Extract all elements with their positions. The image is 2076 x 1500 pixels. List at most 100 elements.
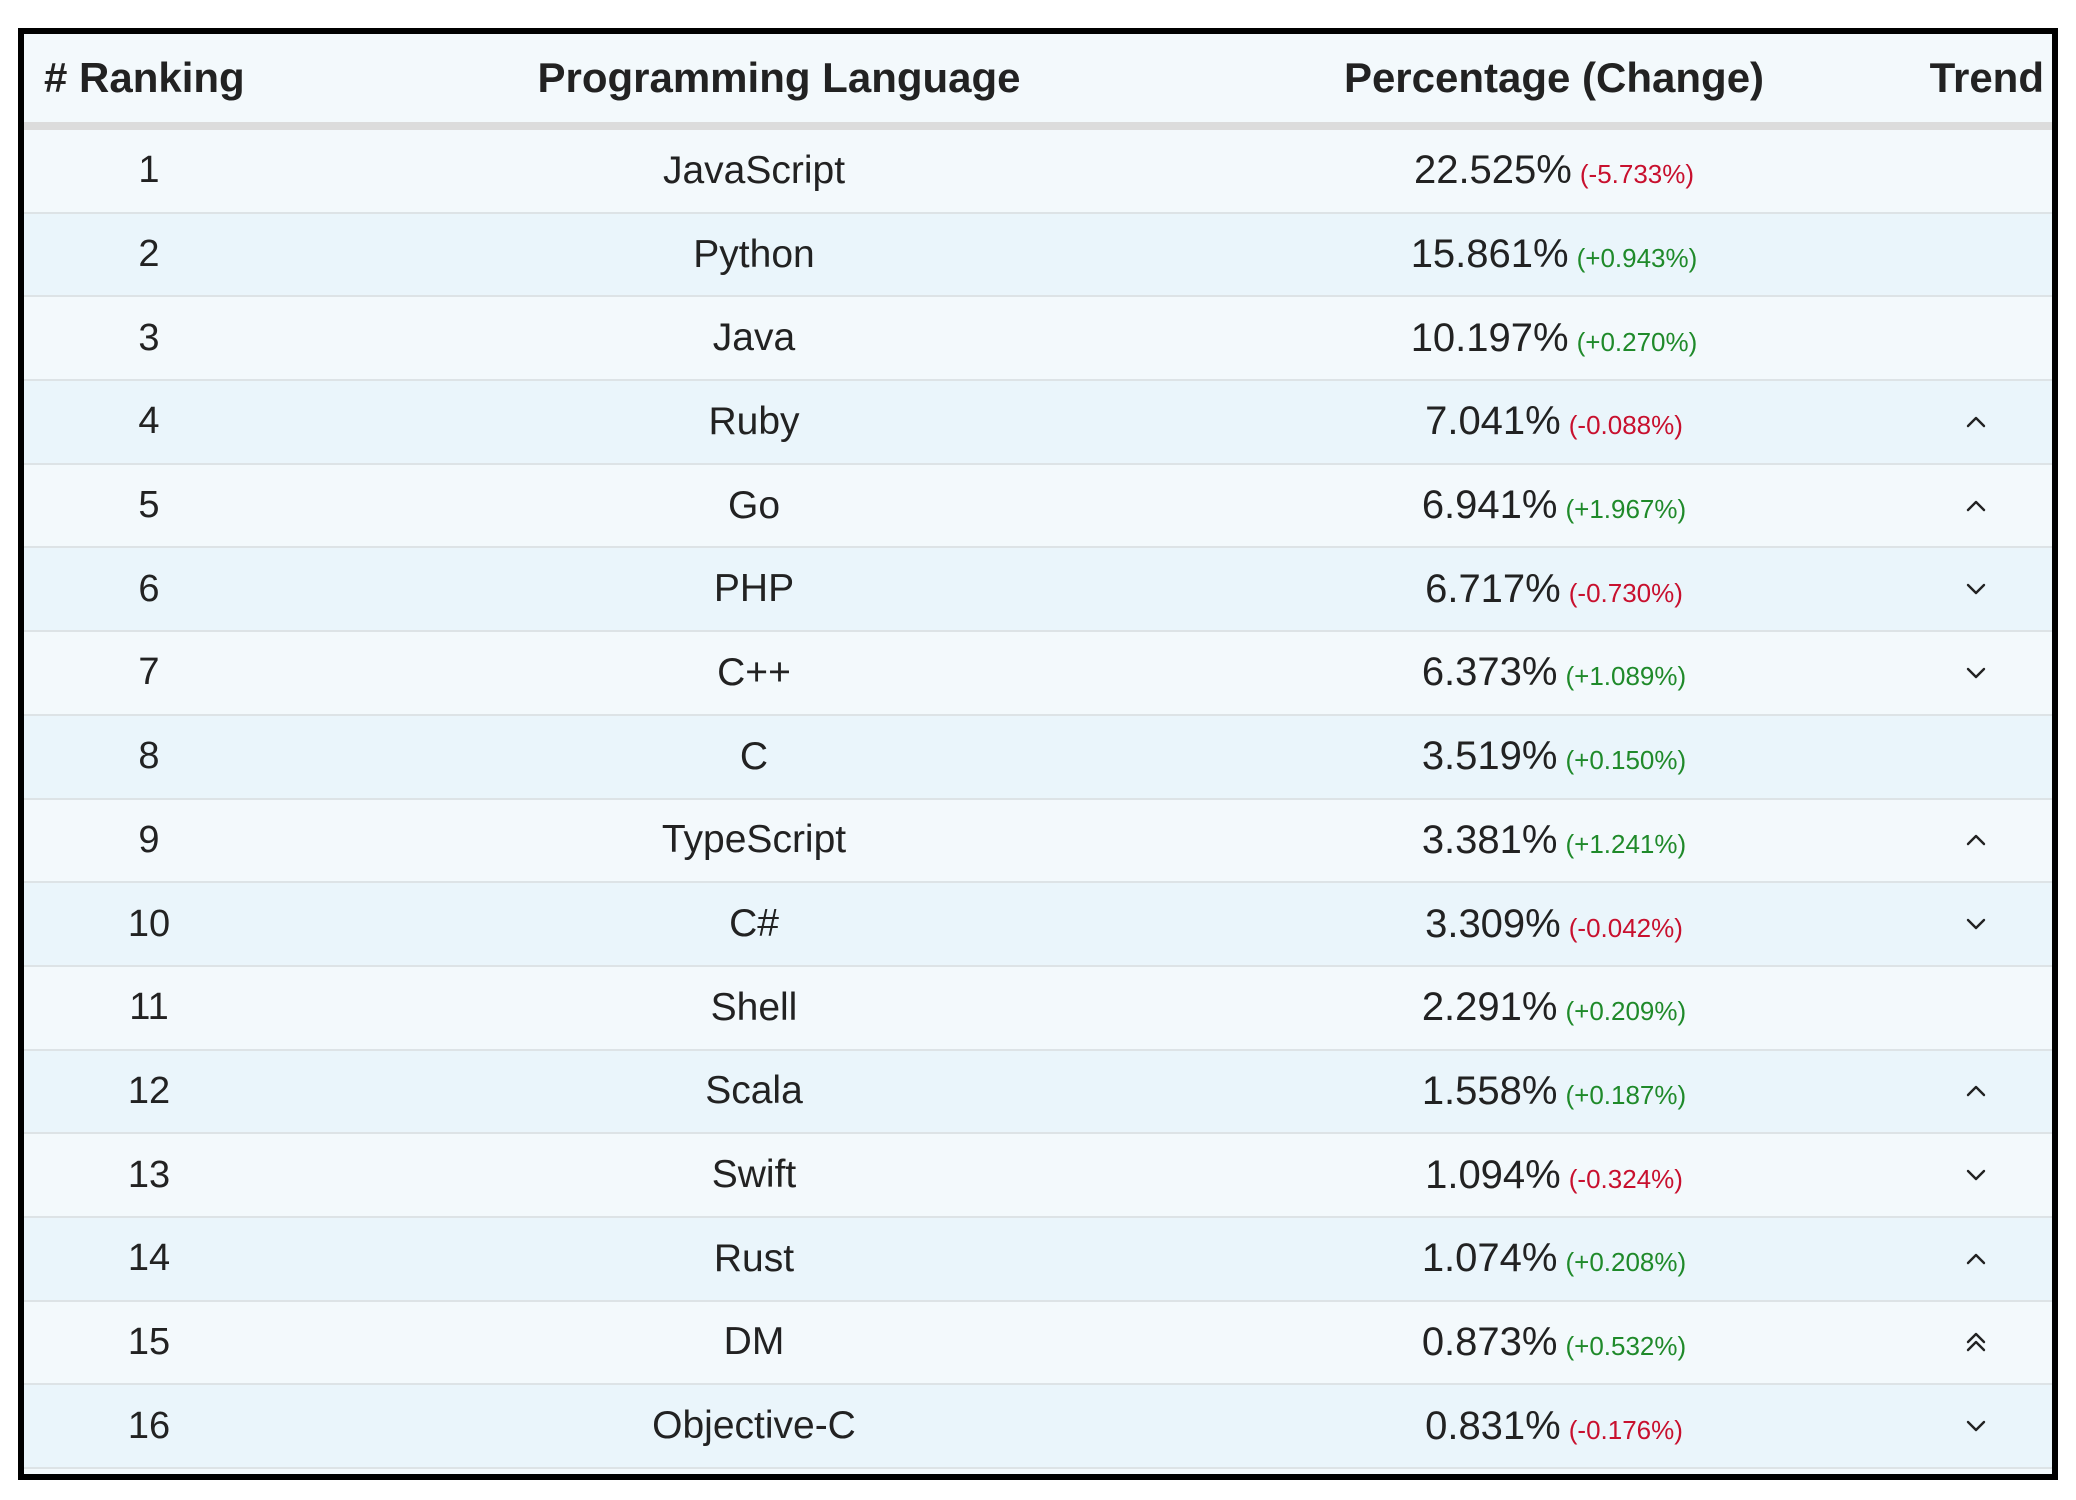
change-value: (-0.324%)	[1568, 1163, 1683, 1194]
percentage-value: 15.861%	[1410, 232, 1569, 277]
percentage-value: 1.074%	[1421, 1236, 1558, 1281]
table-row[interactable]: 7 C++ 6.373% (+1.089%)	[24, 632, 2052, 716]
language-cell: TypeScript	[661, 818, 847, 862]
trend-cell	[1874, 1412, 2052, 1440]
percentage-value: 3.381%	[1421, 817, 1558, 862]
change-value: (+1.967%)	[1565, 494, 1687, 525]
change-value: (-0.176%)	[1568, 1414, 1683, 1445]
change-value: (+0.943%)	[1576, 243, 1698, 274]
header-trend[interactable]: Trend	[1929, 54, 2044, 101]
percentage-cell: 7.041% (-0.088%)	[1234, 399, 1874, 444]
percentage-cell: 1.074% (+0.208%)	[1234, 1236, 1874, 1281]
percentage-value: 0.873%	[1421, 1319, 1558, 1364]
language-cell: Go	[727, 483, 781, 527]
language-cell: Swift	[711, 1153, 797, 1197]
percentage-value: 0.831%	[1425, 1403, 1561, 1448]
table-row[interactable]: 10 C# 3.309% (-0.042%)	[24, 883, 2052, 967]
trend-cell	[1874, 826, 2052, 854]
change-value: (+0.532%)	[1565, 1330, 1687, 1361]
rank-cell: 6	[138, 567, 160, 610]
double-chevron-up-icon	[1962, 1328, 1990, 1356]
rank-cell: 7	[138, 651, 160, 694]
chevron-up-icon	[1962, 1077, 1990, 1105]
language-cell: Rust	[713, 1236, 795, 1280]
rank-cell: 4	[138, 400, 160, 443]
trend-cell	[1874, 408, 2052, 436]
chevron-up-icon	[1962, 826, 1990, 854]
percentage-cell: 3.381% (+1.241%)	[1234, 818, 1874, 863]
change-value: (-5.733%)	[1579, 159, 1695, 190]
percentage-value: 6.717%	[1425, 566, 1561, 611]
percentage-cell: 2.291% (+0.209%)	[1234, 985, 1874, 1030]
rank-cell: 9	[138, 818, 160, 861]
change-value: (+0.187%)	[1565, 1079, 1687, 1110]
table-row[interactable]: 4 Ruby 7.041% (-0.088%)	[24, 381, 2052, 465]
rank-cell: 14	[127, 1237, 171, 1280]
table-row[interactable]: 3 Java 10.197% (+0.270%)	[24, 297, 2052, 382]
table-row[interactable]: 8 C 3.519% (+0.150%)	[24, 715, 2052, 800]
percentage-value: 10.197%	[1410, 315, 1569, 360]
rank-cell: 11	[129, 986, 169, 1029]
percentage-cell: 15.861% (+0.943%)	[1234, 232, 1874, 277]
language-cell: Shell	[710, 985, 798, 1029]
change-value: (+0.270%)	[1576, 326, 1698, 357]
rank-cell: 2	[138, 233, 160, 276]
trend-cell	[1874, 1328, 2052, 1356]
language-cell: Ruby	[708, 399, 800, 443]
table-row[interactable]: 12 Scala 1.558% (+0.187%)	[24, 1050, 2052, 1135]
chevron-down-icon	[1962, 659, 1990, 687]
percentage-cell: 0.873% (+0.532%)	[1234, 1320, 1874, 1365]
percentage-cell: 6.373% (+1.089%)	[1234, 650, 1874, 695]
header-language[interactable]: Programming Language	[537, 54, 1021, 101]
percentage-cell: 0.831% (-0.176%)	[1234, 1404, 1874, 1449]
table-row[interactable]: 13 Swift 1.094% (-0.324%)	[24, 1134, 2052, 1218]
trend-cell	[1874, 1245, 2052, 1273]
percentage-value: 3.519%	[1421, 734, 1558, 779]
language-cell: C++	[717, 650, 791, 694]
language-cell: C#	[729, 902, 779, 946]
percentage-value: 1.558%	[1421, 1068, 1558, 1113]
percentage-cell: 1.558% (+0.187%)	[1234, 1069, 1874, 1114]
change-value: (+1.241%)	[1565, 828, 1687, 859]
language-cell: Python	[693, 232, 815, 276]
table-row[interactable]: 5 Go 6.941% (+1.967%)	[24, 464, 2052, 549]
percentage-cell: 3.309% (-0.042%)	[1234, 902, 1874, 947]
table-row[interactable]: 1 JavaScript 22.525% (-5.733%)	[24, 130, 2052, 214]
table-row[interactable]: 15 DM 0.873% (+0.532%)	[24, 1301, 2052, 1386]
table-body: 1 JavaScript 22.525% (-5.733%) 2 Python 15.861…	[24, 130, 2052, 1469]
chevron-down-icon	[1962, 910, 1990, 938]
percentage-value: 1.094%	[1425, 1152, 1561, 1197]
table-row[interactable]: 9 TypeScript 3.381% (+1.241%)	[24, 799, 2052, 884]
trend-cell	[1874, 492, 2052, 520]
percentage-cell: 10.197% (+0.270%)	[1234, 316, 1874, 361]
trend-cell	[1874, 910, 2052, 938]
table-row[interactable]: 2 Python 15.861% (+0.943%)	[24, 213, 2052, 298]
rank-cell: 13	[127, 1153, 171, 1196]
percentage-cell: 22.525% (-5.733%)	[1234, 148, 1874, 193]
change-value: (+0.150%)	[1565, 745, 1687, 776]
language-cell: Java	[712, 316, 796, 360]
change-value: (+0.208%)	[1565, 1247, 1687, 1278]
header-ranking[interactable]: # Ranking	[44, 54, 245, 101]
chevron-down-icon	[1962, 1412, 1990, 1440]
rank-cell: 16	[127, 1404, 171, 1447]
percentage-value: 22.525%	[1413, 148, 1572, 193]
language-cell: Scala	[705, 1069, 803, 1113]
trend-cell	[1874, 575, 2052, 603]
table-row[interactable]: 16 Objective-C 0.831% (-0.176%)	[24, 1385, 2052, 1469]
table-row[interactable]: 11 Shell 2.291% (+0.209%)	[24, 966, 2052, 1051]
language-cell: C	[739, 734, 769, 778]
table-row[interactable]: 6 PHP 6.717% (-0.730%)	[24, 548, 2052, 633]
percentage-value: 2.291%	[1421, 985, 1558, 1030]
trend-cell	[1874, 1077, 2052, 1105]
rank-cell: 10	[127, 902, 171, 945]
percentage-cell: 3.519% (+0.150%)	[1234, 734, 1874, 779]
header-percentage[interactable]: Percentage (Change)	[1343, 54, 1765, 101]
percentage-cell: 1.094% (-0.324%)	[1234, 1153, 1874, 1198]
table-row[interactable]: 14 Rust 1.074% (+0.208%)	[24, 1217, 2052, 1302]
language-cell: Objective-C	[652, 1404, 856, 1448]
percentage-value: 3.309%	[1425, 901, 1561, 946]
percentage-value: 7.041%	[1425, 399, 1561, 444]
rank-cell: 5	[138, 484, 160, 527]
rank-cell: 3	[138, 316, 160, 359]
